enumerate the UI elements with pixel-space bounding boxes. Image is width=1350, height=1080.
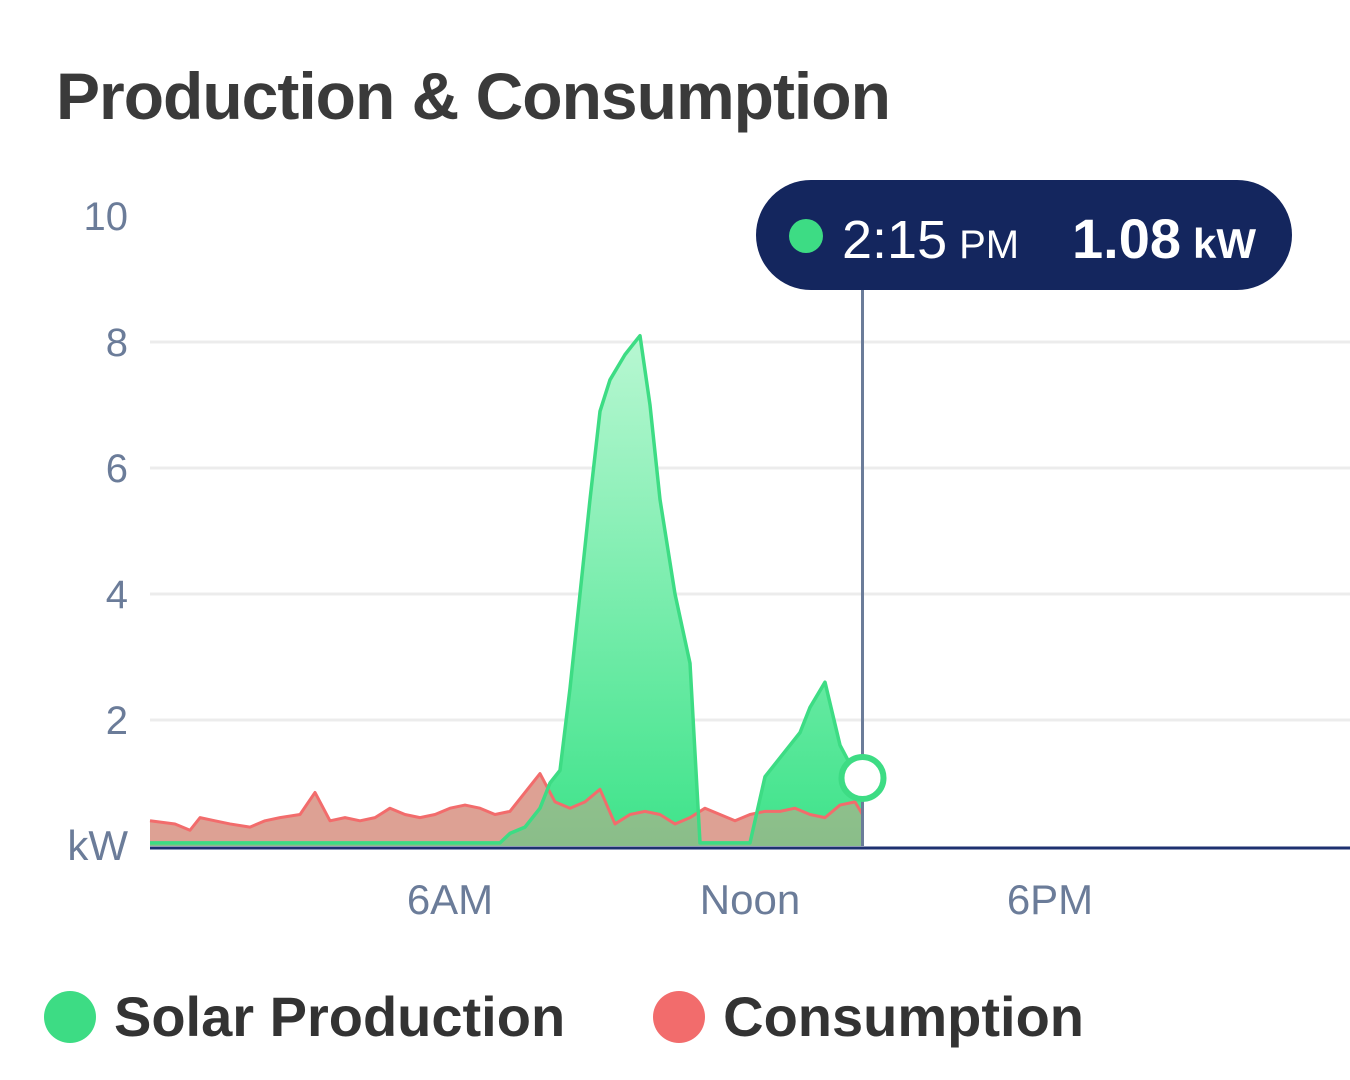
tooltip-value: 1.08 kW [1072,207,1256,270]
y-axis: 2 4 6 8 10 kW [67,195,128,869]
x-tick-label-6am: 6AM [407,876,493,923]
legend-swatch-consumption [653,990,706,1043]
y-tick-label-10: 10 [84,195,129,239]
overlap-area [150,773,863,846]
x-tick-label-noon: Noon [700,876,800,923]
consumption-line [149,772,864,832]
cursor-marker[interactable] [838,753,887,802]
solar-production-line [150,333,864,845]
tooltip-value-number: 1.08 [1072,207,1181,270]
tooltip: 2:15 PM 1.08 kW [756,180,1292,290]
legend: Solar Production Consumption [44,984,1172,1049]
page-title: Production & Consumption [56,59,891,133]
y-tick-label-8: 8 [106,321,128,365]
y-tick-label-4: 4 [106,573,128,617]
x-tick-label-6pm: 6PM [1007,876,1093,923]
tooltip-value-unit: kW [1193,220,1256,267]
tooltip-time-suffix: PM [959,223,1019,267]
y-tick-label-2: 2 [106,699,128,743]
series-layer [149,333,864,846]
tooltip-time: 2:15 PM [842,210,1019,270]
legend-label-solar-production: Solar Production [114,985,566,1048]
tooltip-time-value: 2:15 [842,210,947,270]
chart[interactable]: 2 4 6 8 10 kW 6AM Noon 6PM 2:15 PM 1.08 kW [0,0,1350,960]
y-unit-label: kW [67,822,128,869]
solar-production-area [150,335,863,846]
y-tick-label-6: 6 [106,447,128,491]
legend-item-consumption[interactable]: Consumption [653,984,1084,1049]
legend-item-solar-production[interactable]: Solar Production [44,984,565,1049]
cursor[interactable] [838,290,887,846]
tooltip-bubble [756,180,1292,290]
grid [150,340,1350,722]
x-axis: 6AM Noon 6PM [407,876,1093,923]
tooltip-series-dot [789,219,823,253]
legend-swatch-solar-production [44,990,96,1043]
legend-label-consumption: Consumption [723,985,1084,1048]
